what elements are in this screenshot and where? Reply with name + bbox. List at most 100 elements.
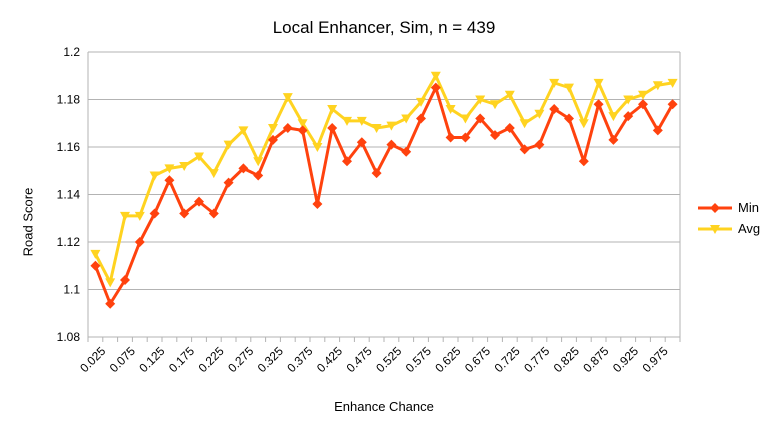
data-point-min [652, 125, 663, 136]
legend: Min Avg [698, 197, 760, 239]
data-point-min [120, 275, 130, 285]
data-point-min [490, 130, 500, 141]
data-point-avg [386, 121, 397, 131]
x-tick-label: 0.475 [344, 344, 375, 375]
data-point-min [268, 134, 278, 145]
data-point-min [549, 104, 560, 114]
x-tick-label: 0.725 [492, 344, 523, 375]
x-tick-label: 0.225 [196, 344, 227, 375]
legend-swatch-avg [698, 224, 732, 234]
data-point-min [401, 146, 412, 157]
data-point-avg [342, 116, 352, 126]
data-point-avg [652, 81, 663, 91]
legend-label-avg: Avg [738, 221, 761, 236]
y-tick-label: 1.08 [57, 330, 81, 344]
data-point-min [519, 144, 530, 155]
x-tick-label: 0.175 [166, 344, 197, 375]
x-tick-label: 0.675 [462, 344, 493, 375]
x-tick-label: 0.625 [432, 344, 463, 375]
data-point-avg [282, 93, 293, 103]
data-point-avg [623, 95, 634, 105]
data-point-min [356, 137, 367, 148]
data-point-avg [608, 112, 619, 122]
data-point-min [134, 237, 145, 247]
data-point-avg [504, 90, 515, 100]
data-point-avg [208, 169, 219, 179]
y-tick-label: 1.18 [57, 93, 81, 107]
data-point-min [223, 177, 234, 188]
data-point-avg [105, 278, 116, 288]
data-point-min [327, 123, 338, 133]
x-tick-label: 0.125 [136, 344, 167, 375]
data-point-avg [475, 95, 486, 105]
legend-item-avg: Avg [698, 218, 760, 239]
data-point-avg [268, 124, 278, 133]
x-tick-label: 0.025 [77, 344, 108, 375]
data-point-min [445, 132, 456, 143]
data-point-avg [401, 114, 412, 124]
data-point-avg [564, 83, 574, 93]
data-point-min [460, 132, 471, 143]
legend-swatch-min [698, 202, 732, 213]
data-point-avg [593, 78, 604, 88]
data-point-avg [134, 211, 145, 221]
data-point-min [608, 134, 619, 145]
data-point-min [149, 208, 160, 219]
x-tick-label: 0.275 [225, 344, 256, 375]
x-tick-label: 0.375 [284, 344, 315, 375]
data-point-avg [327, 105, 338, 114]
data-point-min [578, 156, 589, 167]
data-point-avg [490, 100, 500, 110]
y-tick-label: 1.1 [63, 283, 80, 297]
data-point-min [164, 175, 175, 186]
data-point-avg [549, 78, 560, 88]
data-point-min [282, 123, 293, 133]
data-point-min [342, 156, 352, 167]
data-point-min [238, 163, 249, 174]
data-point-avg [90, 249, 101, 259]
series-line-min [94, 86, 674, 306]
data-point-avg [460, 114, 471, 124]
data-point-avg [371, 124, 382, 133]
legend-item-min: Min [698, 197, 760, 218]
data-point-avg [430, 71, 441, 81]
data-point-min [430, 82, 441, 93]
x-tick-label: 0.925 [610, 344, 641, 375]
data-point-avg [578, 119, 589, 129]
data-point-avg [312, 143, 323, 152]
data-point-min [475, 113, 486, 124]
data-point-min [253, 170, 264, 181]
data-point-avg [120, 211, 130, 221]
data-point-min [312, 199, 323, 209]
x-axis-label: Enhance Chance [334, 399, 434, 414]
data-point-avg [297, 119, 308, 129]
data-point-min [90, 260, 101, 271]
data-point-min [638, 99, 648, 110]
x-tick-label: 0.875 [580, 344, 611, 375]
y-tick-label: 1.14 [57, 188, 81, 202]
data-point-avg [194, 152, 204, 162]
data-point-avg [416, 97, 426, 107]
data-point-min [386, 139, 397, 150]
data-point-min [105, 298, 116, 309]
data-point-min [194, 196, 204, 207]
data-point-min [504, 123, 515, 133]
data-point-min [297, 125, 308, 136]
data-point-avg [667, 78, 678, 88]
y-tick-label: 1.12 [57, 235, 81, 249]
data-point-min [416, 113, 426, 124]
data-point-avg [164, 164, 175, 174]
data-point-min [564, 113, 574, 124]
data-point-avg [223, 140, 234, 150]
y-tick-label: 1.16 [57, 140, 81, 154]
x-tick-label: 0.775 [521, 344, 552, 375]
x-tick-label: 0.525 [373, 344, 404, 375]
x-tick-label: 0.075 [107, 344, 138, 375]
data-point-min [208, 208, 219, 219]
x-tick-label: 0.425 [314, 344, 345, 375]
data-point-min [623, 111, 634, 122]
x-tick-label: 0.575 [403, 344, 434, 375]
data-point-avg [519, 119, 530, 129]
